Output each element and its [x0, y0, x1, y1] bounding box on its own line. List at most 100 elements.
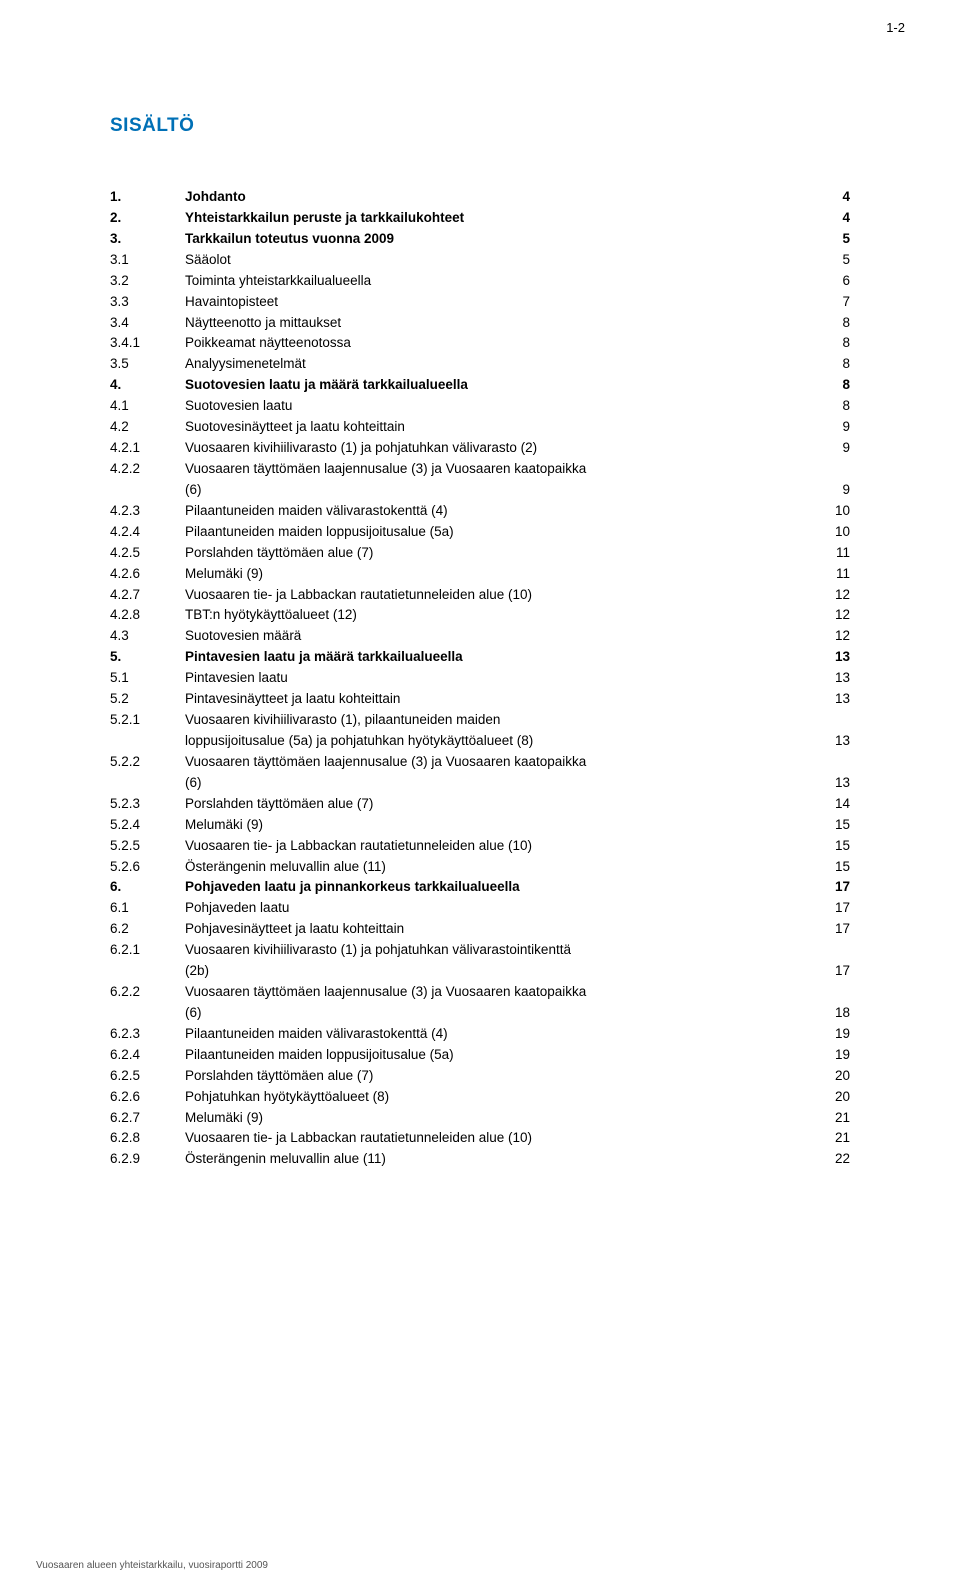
- toc-entry-label: TBT:n hyötykäyttöalueet (12): [185, 605, 815, 626]
- toc-entry-page: 15: [815, 836, 850, 857]
- toc-entry-page: 5: [815, 250, 850, 271]
- document-page: 1-2 SISÄLTÖ 1.Johdanto42.Yhteistarkkailu…: [0, 0, 960, 1583]
- toc-row: 4.2.3Pilaantuneiden maiden välivarastoke…: [110, 501, 850, 522]
- toc-row: 5.2.5Vuosaaren tie- ja Labbackan rautati…: [110, 836, 850, 857]
- toc-row: 5.2.4Melumäki (9)15: [110, 815, 850, 836]
- toc-entry-number: 4.2.7: [110, 585, 185, 606]
- toc-entry-page: 8: [815, 313, 850, 334]
- toc-entry-page: 17: [815, 898, 850, 919]
- toc-row: 3.1Sääolot5: [110, 250, 850, 271]
- toc-entry-number: 5.: [110, 647, 185, 668]
- toc-entry-page: 22: [815, 1149, 850, 1170]
- toc-entry-number: 5.2.5: [110, 836, 185, 857]
- toc-entry-number: 3.: [110, 229, 185, 250]
- toc-row: 4.1Suotovesien laatu8: [110, 396, 850, 417]
- toc-row: 3.4.1Poikkeamat näytteenotossa8: [110, 333, 850, 354]
- toc-entry-label: Johdanto: [185, 187, 815, 208]
- toc-entry-number: 4.3: [110, 626, 185, 647]
- toc-entry-label: Pilaantuneiden maiden loppusijoitusalue …: [185, 1045, 815, 1066]
- toc-entry-page: 13: [815, 731, 850, 752]
- toc-entry-number: 6.2.9: [110, 1149, 185, 1170]
- toc-entry-label: Analyysimenetelmät: [185, 354, 815, 375]
- toc-row: 5.1Pintavesien laatu13: [110, 668, 850, 689]
- toc-row: 4.2.8TBT:n hyötykäyttöalueet (12)12: [110, 605, 850, 626]
- toc-entry-page: 6: [815, 271, 850, 292]
- toc-row: 2.Yhteistarkkailun peruste ja tarkkailuk…: [110, 208, 850, 229]
- toc-row: 6.Pohjaveden laatu ja pinnankorkeus tark…: [110, 877, 850, 898]
- toc-entry-page: 5: [815, 229, 850, 250]
- toc-row: 4.2.6Melumäki (9)11: [110, 564, 850, 585]
- toc-entry-number: 4.2: [110, 417, 185, 438]
- toc-entry-page: 9: [815, 480, 850, 501]
- toc-entry-page: 8: [815, 333, 850, 354]
- toc-row: (2b)17: [110, 961, 850, 982]
- toc-entry-label: Havaintopisteet: [185, 292, 815, 313]
- toc-entry-page: 19: [815, 1045, 850, 1066]
- toc-entry-page: 4: [815, 208, 850, 229]
- toc-entry-number: 5.2.3: [110, 794, 185, 815]
- toc-entry-page: 7: [815, 292, 850, 313]
- table-of-contents: 1.Johdanto42.Yhteistarkkailun peruste ja…: [110, 187, 850, 1170]
- toc-entry-page: 19: [815, 1024, 850, 1045]
- toc-entry-label: Vuosaaren kivihiilivarasto (1), pilaantu…: [185, 710, 815, 731]
- toc-entry-number: 6.2: [110, 919, 185, 940]
- toc-entry-page: 11: [815, 564, 850, 585]
- toc-entry-page: 17: [815, 919, 850, 940]
- toc-entry-label: Pintavesien laatu ja määrä tarkkailualue…: [185, 647, 815, 668]
- toc-entry-label: Porslahden täyttömäen alue (7): [185, 1066, 815, 1087]
- page-footer: Vuosaaren alueen yhteistarkkailu, vuosir…: [36, 1560, 268, 1571]
- toc-row: 3.5Analyysimenetelmät8: [110, 354, 850, 375]
- toc-entry-number: 6.: [110, 877, 185, 898]
- toc-entry-number: 4.2.1: [110, 438, 185, 459]
- toc-row: 6.2.6Pohjatuhkan hyötykäyttöalueet (8)20: [110, 1087, 850, 1108]
- toc-row: 1.Johdanto4: [110, 187, 850, 208]
- toc-entry-page: 20: [815, 1087, 850, 1108]
- toc-row: 6.2.2Vuosaaren täyttömäen laajennusalue …: [110, 982, 850, 1003]
- toc-row: 6.2.3Pilaantuneiden maiden välivarastoke…: [110, 1024, 850, 1045]
- toc-entry-number: 2.: [110, 208, 185, 229]
- toc-entry-label: Vuosaaren täyttömäen laajennusalue (3) j…: [185, 982, 815, 1003]
- toc-entry-number: 5.2.2: [110, 752, 185, 773]
- toc-row: 5.2.2Vuosaaren täyttömäen laajennusalue …: [110, 752, 850, 773]
- toc-entry-number: 6.1: [110, 898, 185, 919]
- toc-row: 4.3Suotovesien määrä12: [110, 626, 850, 647]
- toc-entry-number: 5.1: [110, 668, 185, 689]
- toc-row: (6)13: [110, 773, 850, 794]
- toc-entry-page: 13: [815, 647, 850, 668]
- toc-entry-number: 5.2.1: [110, 710, 185, 731]
- toc-entry-number: 4.2.8: [110, 605, 185, 626]
- toc-row: (6)9: [110, 480, 850, 501]
- toc-entry-label: Österängenin meluvallin alue (11): [185, 857, 815, 878]
- toc-entry-number: 6.2.2: [110, 982, 185, 1003]
- toc-entry-page: 10: [815, 501, 850, 522]
- toc-entry-label: Pintavesien laatu: [185, 668, 815, 689]
- toc-row: 5.2.1Vuosaaren kivihiilivarasto (1), pil…: [110, 710, 850, 731]
- page-number-top: 1-2: [886, 20, 905, 35]
- toc-entry-label: (6): [185, 480, 815, 501]
- toc-entry-number: 5.2.4: [110, 815, 185, 836]
- toc-entry-number: 4.1: [110, 396, 185, 417]
- toc-row: 3.3Havaintopisteet7: [110, 292, 850, 313]
- toc-row: 6.1Pohjaveden laatu17: [110, 898, 850, 919]
- toc-row: 5.2.6Österängenin meluvallin alue (11)15: [110, 857, 850, 878]
- toc-entry-label: Sääolot: [185, 250, 815, 271]
- toc-entry-label: Österängenin meluvallin alue (11): [185, 1149, 815, 1170]
- toc-row: 6.2.9Österängenin meluvallin alue (11)22: [110, 1149, 850, 1170]
- toc-entry-number: 6.2.1: [110, 940, 185, 961]
- toc-title: SISÄLTÖ: [110, 115, 850, 137]
- toc-entry-page: 15: [815, 857, 850, 878]
- toc-entry-number: 3.4: [110, 313, 185, 334]
- toc-entry-number: 5.2: [110, 689, 185, 710]
- toc-entry-page: 8: [815, 375, 850, 396]
- toc-row: 6.2Pohjavesinäytteet ja laatu kohteittai…: [110, 919, 850, 940]
- toc-entry-label: (2b): [185, 961, 815, 982]
- toc-entry-label: Pilaantuneiden maiden välivarastokenttä …: [185, 501, 815, 522]
- toc-entry-label: Pilaantuneiden maiden välivarastokenttä …: [185, 1024, 815, 1045]
- toc-row: 6.2.1Vuosaaren kivihiilivarasto (1) ja p…: [110, 940, 850, 961]
- toc-entry-page: 12: [815, 626, 850, 647]
- toc-entry-page: 8: [815, 396, 850, 417]
- toc-row: 5.Pintavesien laatu ja määrä tarkkailual…: [110, 647, 850, 668]
- toc-entry-label: Pohjatuhkan hyötykäyttöalueet (8): [185, 1087, 815, 1108]
- toc-row: 6.2.8Vuosaaren tie- ja Labbackan rautati…: [110, 1128, 850, 1149]
- toc-entry-label: Vuosaaren kivihiilivarasto (1) ja pohjat…: [185, 940, 815, 961]
